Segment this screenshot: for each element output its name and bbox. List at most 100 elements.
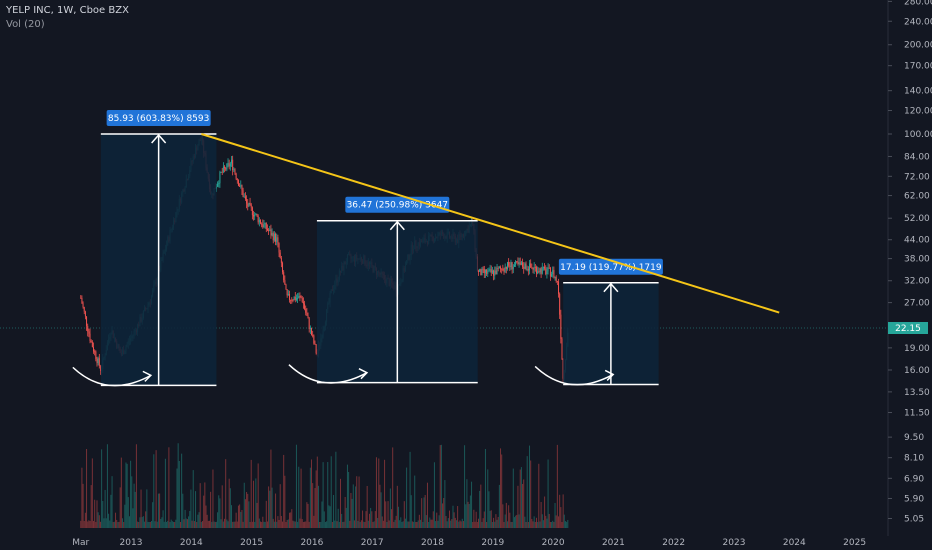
candle-body xyxy=(257,215,259,223)
volume-bar xyxy=(395,515,397,528)
volume-bar xyxy=(206,514,208,528)
volume-bar xyxy=(355,486,357,528)
volume-bar xyxy=(263,521,265,528)
volume-bar xyxy=(80,520,82,528)
volume-bar xyxy=(476,522,478,528)
volume-bar xyxy=(379,484,381,528)
volume-bar xyxy=(387,501,389,528)
volume-bar xyxy=(372,521,374,528)
y-tick-label: 280.00 xyxy=(904,0,932,7)
candle-body xyxy=(235,173,237,179)
volume-bar xyxy=(316,456,318,528)
volume-bar xyxy=(196,521,198,528)
candle-body xyxy=(237,180,239,186)
volume-bar xyxy=(250,459,252,528)
volume-bar xyxy=(138,521,140,528)
volume-bar xyxy=(474,521,476,528)
volume-bar xyxy=(320,521,322,528)
volume-bar xyxy=(242,521,244,528)
volume-bar xyxy=(545,515,547,528)
volume-bar xyxy=(400,517,402,528)
volume-bar xyxy=(82,483,84,528)
candle-body xyxy=(225,168,227,170)
volume-indicator-label: Vol (20) xyxy=(6,19,45,30)
candle-body xyxy=(556,281,558,283)
volume-bar xyxy=(548,513,550,528)
candle-body xyxy=(477,270,479,272)
volume-bar xyxy=(308,521,310,528)
candle-body xyxy=(502,268,504,271)
volume-bar xyxy=(352,484,354,528)
volume-bar xyxy=(479,490,481,528)
volume-bar xyxy=(433,462,435,528)
candle-body xyxy=(236,178,238,181)
last-price-marker xyxy=(888,322,928,334)
volume-bar xyxy=(149,521,151,528)
volume-bar xyxy=(512,468,514,528)
candle-body xyxy=(523,266,525,269)
chart-symbol-title: YELP INC, 1W, Cboe BZX xyxy=(6,5,129,16)
volume-bar xyxy=(97,512,99,528)
volume-bar xyxy=(311,459,313,528)
volume-bar xyxy=(286,520,288,528)
candle-body xyxy=(298,296,300,299)
candle-body xyxy=(246,199,248,204)
measure-label: 17.19 (119.77%) 1719 xyxy=(560,263,662,273)
volume-bar xyxy=(520,467,522,528)
candle-body xyxy=(294,296,296,301)
volume-bar xyxy=(110,494,112,528)
volume-bar xyxy=(409,451,411,528)
candle-body xyxy=(301,297,303,302)
volume-bar xyxy=(189,510,191,528)
volume-bar xyxy=(484,448,486,528)
volume-bar xyxy=(183,519,185,528)
y-tick-label: 8.10 xyxy=(904,454,924,464)
bottom-curves xyxy=(72,364,615,387)
volume-bar xyxy=(445,516,447,528)
volume-bar xyxy=(493,517,495,528)
y-tick-label: 19.00 xyxy=(904,344,930,354)
volume-bar xyxy=(262,516,264,528)
volume-bar xyxy=(502,504,504,528)
volume-bar xyxy=(222,521,224,528)
volume-bar xyxy=(130,460,132,528)
volume-bar xyxy=(203,495,205,528)
y-tick-label: 6.90 xyxy=(904,474,924,484)
volume-bar xyxy=(537,521,539,528)
volume-bar xyxy=(327,462,329,528)
bottom-curve-arrow xyxy=(534,365,614,386)
candle-body xyxy=(241,185,243,191)
candle-body xyxy=(546,271,548,274)
candle-body xyxy=(86,316,88,326)
volume-bar xyxy=(458,521,460,528)
candle-body xyxy=(293,296,295,301)
volume-bar xyxy=(505,502,507,528)
candle-body xyxy=(552,270,554,275)
volume-bar xyxy=(546,518,548,528)
volume-bar xyxy=(489,510,491,528)
volume-bar xyxy=(516,514,518,528)
volume-bar xyxy=(98,515,100,528)
volume-bar xyxy=(233,521,235,528)
volume-bar xyxy=(378,458,380,528)
volume-bar xyxy=(282,521,284,528)
candle-body xyxy=(91,341,93,348)
time-axis: Mar 2013 2014 2015 2016 2017 2018 2019 2020 2021 2… xyxy=(72,538,866,548)
volume-bar xyxy=(150,521,152,528)
volume-bar xyxy=(460,521,462,528)
x-tick-label: 2017 xyxy=(361,538,384,548)
volume-bar xyxy=(105,518,107,528)
volume-bar xyxy=(563,514,565,528)
volume-bar xyxy=(475,511,477,528)
volume-bar xyxy=(182,493,184,528)
volume-bar xyxy=(531,518,533,528)
volume-bar xyxy=(237,505,239,528)
candle-body xyxy=(302,301,304,304)
candle-body xyxy=(304,303,306,309)
volume-bar xyxy=(174,522,176,528)
volume-bar xyxy=(190,489,192,528)
volume-bar xyxy=(247,493,249,528)
candle-body xyxy=(292,300,294,302)
volume-bar xyxy=(417,520,419,528)
